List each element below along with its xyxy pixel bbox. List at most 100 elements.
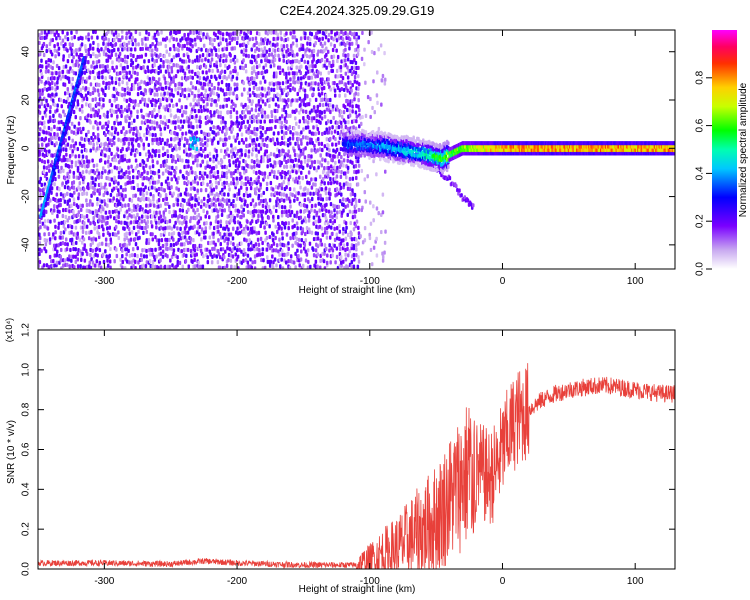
spectrogram-cell bbox=[161, 146, 165, 151]
spectrogram-cell bbox=[200, 153, 203, 158]
spectrogram-cell bbox=[89, 103, 92, 108]
spectrogram-cell bbox=[235, 58, 239, 63]
spectrogram-cell bbox=[257, 142, 261, 148]
spectrogram-cell bbox=[307, 259, 310, 265]
spectrogram-cell bbox=[234, 208, 238, 213]
spectrogram-cell bbox=[199, 64, 202, 69]
spectrogram-cell bbox=[154, 247, 157, 252]
spectrogram-cell bbox=[157, 80, 160, 86]
spectrogram-cell bbox=[296, 248, 299, 253]
spectrogram-cell bbox=[302, 109, 305, 114]
spectrogram-cell bbox=[161, 171, 165, 176]
spectrogram-cell bbox=[271, 42, 275, 47]
spectrogram-cell bbox=[62, 57, 65, 62]
spectrogram-cell bbox=[87, 86, 91, 92]
spectrogram-cell bbox=[335, 48, 338, 53]
spectrogram-cell bbox=[295, 231, 298, 236]
spectrogram-cell bbox=[360, 168, 364, 174]
spectrogram-cell bbox=[261, 108, 264, 113]
spectrogram-cell bbox=[204, 214, 207, 219]
spectrogram-cell bbox=[375, 172, 378, 177]
spectrogram-cell bbox=[172, 251, 175, 257]
spectrogram-cell bbox=[150, 154, 154, 159]
spectrogram-cell bbox=[105, 81, 108, 86]
spectrogram-cell bbox=[98, 64, 102, 69]
spectrogram-cell bbox=[174, 143, 177, 149]
spectrogram-cell bbox=[108, 176, 112, 182]
spectrogram-cell bbox=[215, 60, 218, 65]
spectrogram-cell bbox=[220, 212, 224, 218]
spectrogram-cell bbox=[363, 47, 366, 52]
spectrogram-cell bbox=[120, 129, 123, 134]
spectrogram-cell bbox=[176, 108, 180, 113]
spectrogram-cell bbox=[115, 232, 118, 237]
spectrogram-cell bbox=[66, 242, 69, 247]
spectrogram-cell bbox=[254, 209, 258, 214]
spectrogram-cell bbox=[181, 113, 184, 118]
spectrogram-cell bbox=[178, 30, 181, 35]
spectrogram-cell bbox=[240, 49, 243, 54]
spectrogram-cell bbox=[108, 81, 111, 86]
spectrogram-cell bbox=[234, 103, 237, 108]
spectrogram-cell bbox=[105, 187, 108, 192]
spectrogram-cell bbox=[338, 229, 342, 234]
spectrogram-cell bbox=[175, 37, 178, 42]
spectrogram-cell bbox=[346, 232, 350, 237]
spectrogram-cell bbox=[313, 209, 317, 214]
spectrogram-cell bbox=[327, 130, 330, 135]
spectrogram-cell bbox=[38, 157, 42, 162]
spectrogram-cell bbox=[369, 96, 372, 102]
spectrogram-cell bbox=[172, 202, 175, 208]
spectrogram-cell bbox=[231, 126, 234, 132]
spectrogram-cell bbox=[278, 47, 281, 53]
spectrogram-cell bbox=[110, 142, 114, 148]
spectrogram-cell bbox=[145, 30, 148, 35]
spectrogram-cell bbox=[176, 202, 180, 207]
spectrogram-cell bbox=[108, 198, 112, 203]
spectrogram-cell bbox=[281, 231, 284, 236]
spectrogram-cell bbox=[180, 105, 184, 110]
spectrogram-cell bbox=[173, 224, 176, 229]
spectrogram-cell bbox=[119, 138, 123, 143]
spectrogram-cell bbox=[259, 182, 262, 187]
spectrogram-cell bbox=[109, 214, 112, 219]
spectrogram-cell bbox=[308, 37, 312, 42]
spectrogram-cell bbox=[132, 193, 135, 199]
spectrogram-cell bbox=[244, 124, 247, 130]
spectrogram-cell bbox=[117, 137, 120, 142]
spectrogram-cell bbox=[174, 74, 178, 79]
spectrogram-cell bbox=[137, 229, 140, 234]
spectrogram-cell bbox=[78, 57, 81, 62]
spectrogram-cell bbox=[203, 154, 207, 159]
spectrogram-cell bbox=[324, 246, 328, 252]
spectrogram-cell bbox=[126, 114, 129, 119]
spectrogram-cell bbox=[189, 216, 193, 221]
spectrogram-cell bbox=[139, 204, 142, 210]
spectrogram-cell bbox=[333, 93, 337, 98]
spectrogram-cell bbox=[229, 181, 233, 186]
spectrogram-cell bbox=[257, 175, 260, 180]
spectrogram-cell bbox=[150, 214, 154, 219]
spectrogram-cell bbox=[325, 202, 328, 207]
spectrogram-cell bbox=[38, 137, 41, 142]
spectrogram-cell bbox=[143, 59, 146, 64]
spectrogram-cell bbox=[55, 141, 58, 146]
spectrogram-cell bbox=[47, 125, 51, 131]
spectrogram-cell bbox=[181, 124, 184, 129]
spectrogram-cell bbox=[50, 76, 54, 81]
spectrogram-cell bbox=[250, 107, 254, 112]
spectrogram-cell bbox=[67, 164, 71, 169]
spectrogram-cell bbox=[68, 230, 71, 236]
spectrogram-cell bbox=[233, 60, 237, 65]
spectrogram-cell bbox=[357, 241, 360, 246]
spectrogram-cell bbox=[51, 65, 54, 71]
spectrogram-cell bbox=[107, 30, 110, 34]
spectrogram-cell bbox=[263, 110, 267, 115]
spectrogram-cell bbox=[44, 69, 48, 74]
spectrogram-cell bbox=[125, 158, 129, 164]
spectrogram-cell bbox=[213, 86, 216, 91]
spectrogram-cell bbox=[227, 182, 231, 188]
spectrogram-cell bbox=[292, 260, 296, 265]
spectrogram-cell bbox=[220, 69, 224, 74]
spectrogram-cell bbox=[217, 248, 220, 254]
